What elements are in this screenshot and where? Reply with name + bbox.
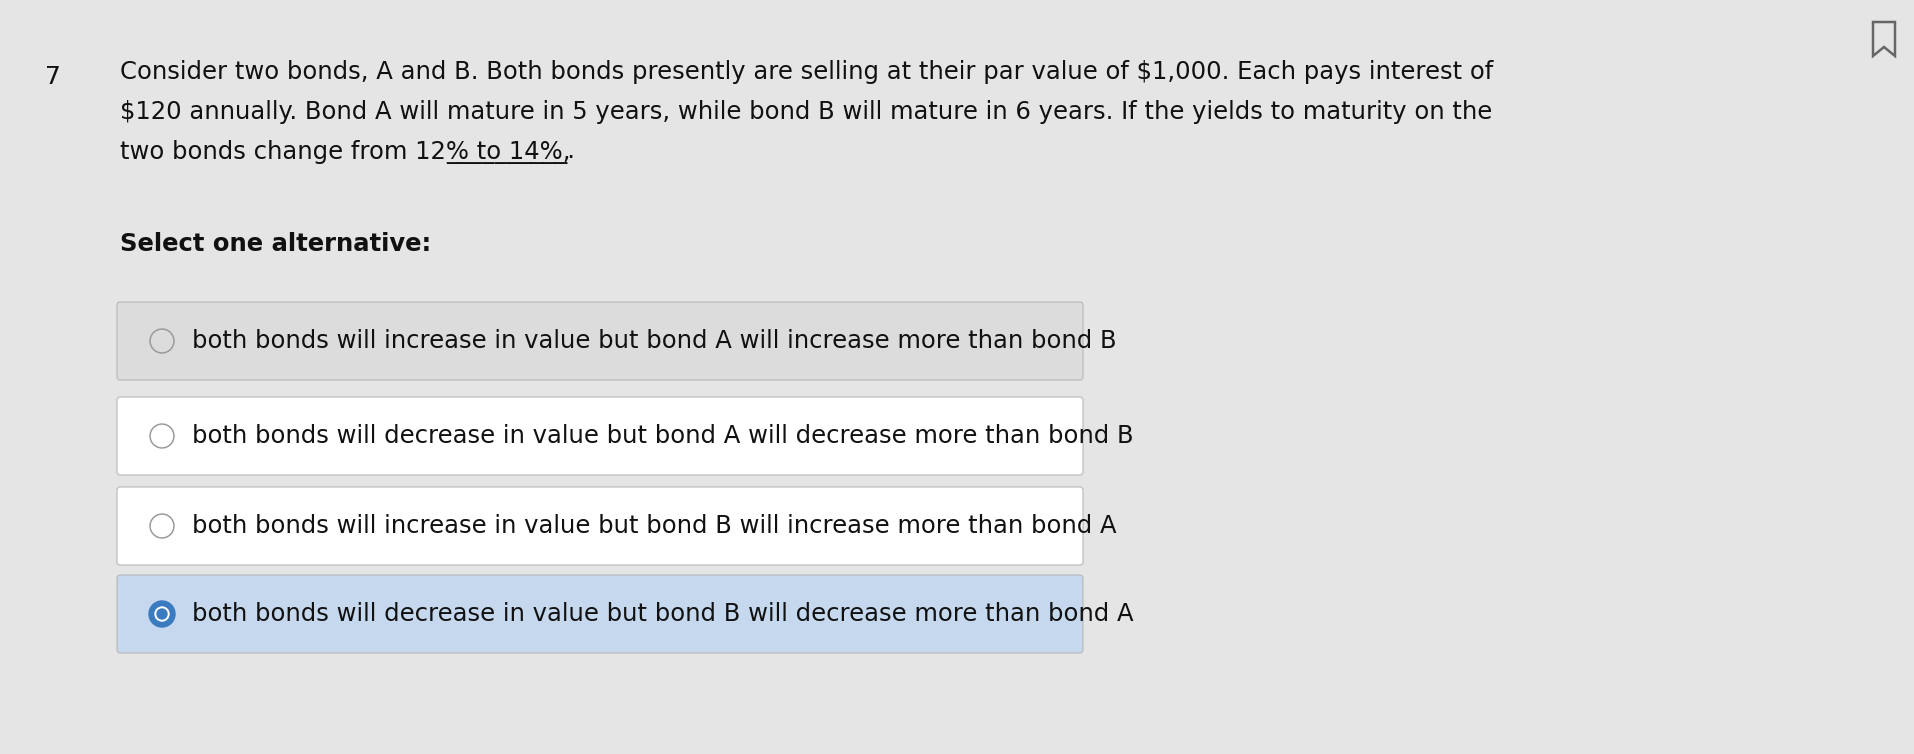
Text: two bonds change from 12% to 14%,: two bonds change from 12% to 14%, [121,140,578,164]
Circle shape [149,424,174,448]
FancyBboxPatch shape [117,302,1083,380]
Text: 7: 7 [46,65,61,89]
Text: $120 annually. Bond A will mature in 5 years, while bond B will mature in 6 year: $120 annually. Bond A will mature in 5 y… [121,100,1493,124]
Circle shape [151,516,172,537]
Circle shape [149,329,174,353]
FancyBboxPatch shape [117,397,1083,475]
Text: both bonds will decrease in value but bond B will decrease more than bond A: both bonds will decrease in value but bo… [191,602,1133,626]
Text: Select one alternative:: Select one alternative: [121,232,431,256]
FancyBboxPatch shape [117,487,1083,565]
Circle shape [155,607,168,621]
Text: both bonds will increase in value but bond A will increase more than bond B: both bonds will increase in value but bo… [191,329,1116,353]
Circle shape [151,330,172,351]
Circle shape [149,514,174,538]
Circle shape [157,609,167,619]
Circle shape [149,601,174,627]
Text: both bonds will decrease in value but bond A will decrease more than bond B: both bonds will decrease in value but bo… [191,424,1133,448]
Text: __________.: __________. [446,140,576,164]
Text: both bonds will increase in value but bond B will increase more than bond A: both bonds will increase in value but bo… [191,514,1116,538]
Text: Consider two bonds, A and B. Both bonds presently are selling at their par value: Consider two bonds, A and B. Both bonds … [121,60,1493,84]
FancyBboxPatch shape [117,575,1083,653]
Circle shape [151,425,172,446]
